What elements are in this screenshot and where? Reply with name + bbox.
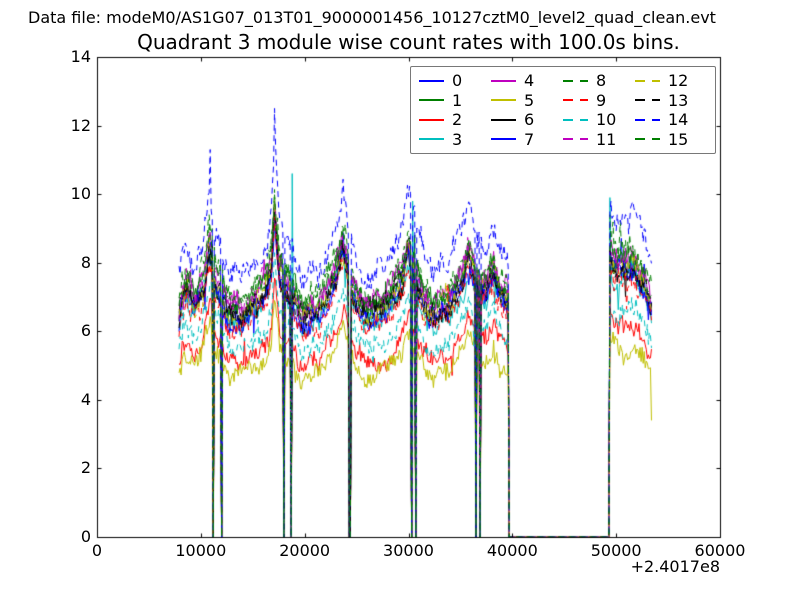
x-tick-label: 50000: [590, 541, 642, 560]
x-tick-label: 20000: [279, 541, 331, 560]
legend-line-swatch: [491, 138, 516, 141]
legend-line-swatch: [419, 99, 444, 102]
legend-item-7: 7: [491, 130, 563, 150]
legend-label: 3: [452, 129, 463, 149]
x-tick-label: 40000: [486, 541, 538, 560]
legend-item-3: 3: [419, 130, 491, 150]
legend-label: 10: [596, 110, 617, 130]
legend-line-swatch: [419, 118, 444, 121]
legend-label: 9: [596, 90, 607, 110]
y-tick-label: 14: [70, 47, 91, 66]
legend-line-swatch: [419, 79, 444, 82]
legend-label: 7: [524, 129, 535, 149]
legend-item-9: 9: [563, 91, 635, 111]
legend-line-swatch: [419, 138, 444, 141]
y-tick-label: 10: [70, 184, 91, 204]
legend-label: 14: [668, 110, 689, 130]
legend-label: 12: [668, 71, 689, 91]
legend-line-swatch: [563, 138, 588, 141]
legend-item-2: 2: [419, 110, 491, 130]
legend-item-10: 10: [563, 110, 635, 130]
legend-item-1: 1: [419, 91, 491, 111]
legend-item-8: 8: [563, 71, 635, 91]
legend-item-6: 6: [491, 110, 563, 130]
legend-label: 13: [668, 90, 689, 110]
legend-line-swatch: [491, 118, 516, 121]
legend-line-swatch: [563, 99, 588, 102]
x-tick-label: 10000: [175, 541, 227, 560]
legend-item-12: 12: [635, 71, 707, 91]
y-tick-label: 4: [80, 389, 91, 409]
legend-item-15: 15: [635, 130, 707, 150]
legend-line-swatch: [491, 99, 516, 102]
legend-item-13: 13: [635, 91, 707, 111]
legend-label: 8: [596, 71, 607, 91]
legend-line-swatch: [563, 118, 588, 121]
legend-item-0: 0: [419, 71, 491, 91]
x-axis-offset-label: +2.4017e8: [630, 557, 720, 576]
legend-label: 0: [452, 71, 463, 91]
x-tick-label: 0: [91, 541, 103, 560]
legend-label: 6: [524, 110, 535, 130]
legend-label: 11: [596, 129, 617, 149]
legend-line-swatch: [635, 118, 660, 121]
data-file-label: Data file: modeM0/AS1G07_013T01_90000014…: [28, 8, 716, 27]
y-tick-label: 12: [70, 115, 91, 135]
y-tick-label: 6: [80, 321, 91, 341]
legend-box: 0 1 2 3 4 5 6 7 8 9 10 11 12 13 14 15: [410, 66, 716, 154]
legend-line-swatch: [563, 79, 588, 82]
legend-label: 15: [668, 129, 689, 149]
legend-line-swatch: [635, 79, 660, 82]
x-tick-label: 60000: [694, 541, 746, 560]
x-tick-label: 30000: [383, 541, 434, 560]
chart-title: Quadrant 3 module wise count rates with …: [137, 30, 680, 54]
legend-item-14: 14: [635, 110, 707, 130]
legend-line-swatch: [635, 138, 660, 141]
legend-label: 1: [452, 90, 463, 110]
legend-label: 5: [524, 90, 535, 110]
y-tick-label: 0: [80, 527, 91, 546]
legend-item-4: 4: [491, 71, 563, 91]
legend-item-5: 5: [491, 91, 563, 111]
legend-label: 2: [452, 110, 463, 130]
legend-line-swatch: [635, 99, 660, 102]
legend-label: 4: [524, 71, 535, 91]
y-tick-label: 2: [80, 458, 91, 478]
y-tick-label: 8: [80, 252, 91, 272]
legend-item-11: 11: [563, 130, 635, 150]
legend-line-swatch: [491, 79, 516, 82]
